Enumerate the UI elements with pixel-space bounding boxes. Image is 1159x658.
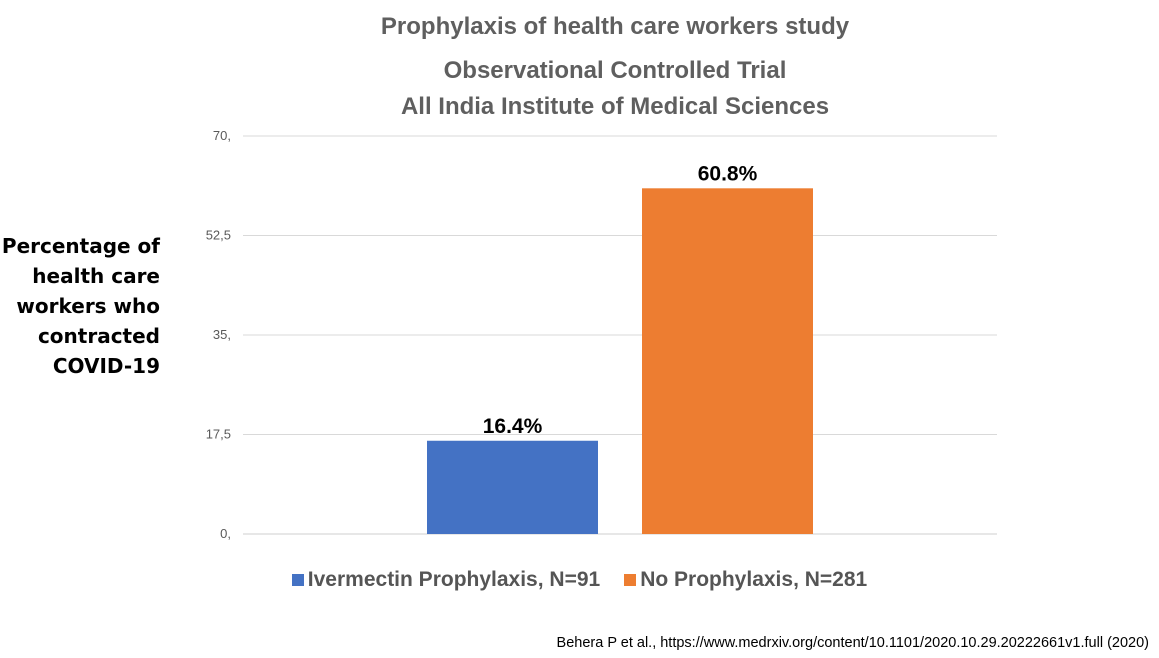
- y-tick-label-2: 35,: [213, 327, 231, 342]
- data-label-no-prophylaxis: 60.8%: [698, 162, 758, 185]
- y-axis-label-line-2: health care: [32, 264, 160, 288]
- legend-label-ivermectin: Ivermectin Prophylaxis, N=91: [307, 568, 601, 591]
- chart-title-line-3: All India Institute of Medical Sciences: [400, 93, 830, 120]
- y-axis-label-line-4: contracted: [37, 324, 160, 348]
- legend-label-no-prophylaxis: No Prophylaxis, N=281: [640, 568, 868, 591]
- y-axis-label-line-5: COVID-19: [52, 354, 160, 378]
- y-tick-label-3: 52,5: [206, 228, 231, 243]
- y-tick-label-1: 17,5: [206, 427, 231, 442]
- bar-no-prophylaxis: [642, 188, 813, 534]
- legend-item-no-prophylaxis: No Prophylaxis, N=281: [624, 568, 867, 592]
- bar-ivermectin: [427, 440, 598, 534]
- legend-swatch-ivermectin: [291, 574, 304, 586]
- legend-swatch-no-prophylaxis: [624, 574, 637, 586]
- y-tick-label-4: 70,: [213, 128, 231, 143]
- chart-legend: Ivermectin Prophylaxis, N=91 No Prophyla…: [0, 568, 1159, 592]
- y-tick-label-0: 0,: [220, 526, 231, 541]
- data-label-ivermectin: 16.4%: [483, 415, 543, 438]
- y-axis-label-line-3: workers who: [16, 294, 160, 318]
- legend-item-ivermectin: Ivermectin Prophylaxis, N=91: [291, 568, 601, 592]
- y-axis-label: Percentage of health care workers who co…: [0, 231, 160, 381]
- source-citation: Behera P et al., https://www.medrxiv.org…: [556, 635, 1149, 651]
- chart-title-line-1: Prophylaxis of health care workers study: [380, 13, 850, 40]
- chart-title-line-2: Observational Controlled Trial: [443, 57, 787, 84]
- y-axis-label-line-1: Percentage of: [1, 234, 160, 258]
